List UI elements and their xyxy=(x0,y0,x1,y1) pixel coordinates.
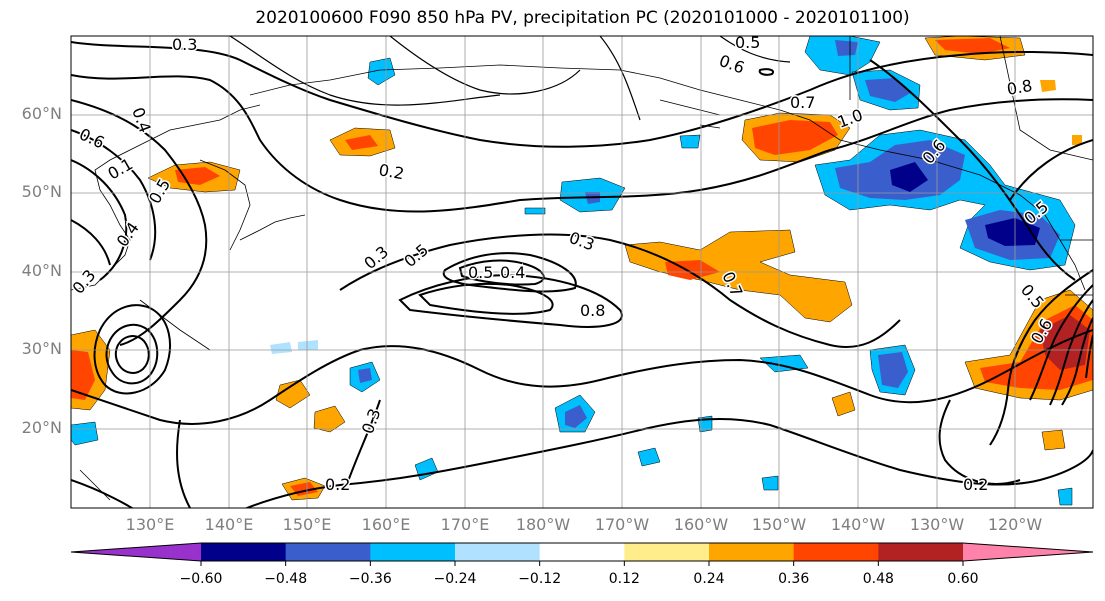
positive-anomaly-patch xyxy=(831,391,856,417)
lon-label: 170°W xyxy=(594,515,650,534)
negative-anomaly-patch xyxy=(358,368,372,383)
positive-anomaly-patch xyxy=(313,405,346,433)
negative-anomaly-patch xyxy=(1057,487,1073,506)
lon-label: 160°W xyxy=(673,515,729,534)
negative-anomaly-patch xyxy=(759,354,809,373)
contour-label: 1.0 xyxy=(835,105,865,132)
negative-anomaly-patch xyxy=(298,340,318,350)
positive-anomaly-patch xyxy=(275,379,311,409)
negative-anomaly-patch xyxy=(637,447,661,467)
lon-label: 180°W xyxy=(515,515,571,534)
colorbar-tick-label: 0.12 xyxy=(608,571,640,587)
contour-label: 0.6 xyxy=(717,51,747,78)
contour-label: 0.3 xyxy=(172,35,197,54)
contour-label: 0.4 xyxy=(500,263,525,282)
negative-anomaly-patch xyxy=(71,421,99,446)
lat-label: 30°N xyxy=(21,339,62,358)
precip-anomaly-fills xyxy=(71,36,1093,506)
colorbar-tick-label: 0.36 xyxy=(778,571,810,587)
colorbar-tick-label: 0.48 xyxy=(862,571,894,587)
lon-label: 150°E xyxy=(282,515,332,534)
negative-anomaly-patch xyxy=(524,207,546,215)
pv-contours xyxy=(71,41,1093,508)
contour-label: 0.8 xyxy=(1005,76,1033,99)
negative-anomaly-patch xyxy=(414,457,439,481)
contour-label: 0.8 xyxy=(580,301,605,320)
colorbar-tick-label: 0.24 xyxy=(693,571,725,587)
contour-label: 0.1 xyxy=(105,154,137,183)
coastlines xyxy=(71,36,1093,501)
negative-anomaly-patch xyxy=(761,475,779,491)
map-title: 2020100600 F090 850 hPa PV, precipitatio… xyxy=(255,8,910,28)
lon-label: 160°E xyxy=(361,515,411,534)
contour-label: 0.2 xyxy=(963,475,988,494)
lat-label: 60°N xyxy=(21,104,62,123)
positive-anomaly-patch xyxy=(1041,429,1066,451)
lat-label: 50°N xyxy=(21,182,62,201)
lon-label: 170°E xyxy=(440,515,490,534)
contour-label: 0.4 xyxy=(113,219,143,251)
lon-label: 140°W xyxy=(830,515,886,534)
contour-label: 0.5 xyxy=(468,263,493,282)
contour-label: 0.5 xyxy=(400,240,432,271)
contour-label: 0.4 xyxy=(128,105,155,135)
positive-anomaly-patch xyxy=(1040,80,1056,92)
colorbar-tick-label: −0.48 xyxy=(264,571,308,587)
contour-label: 0.2 xyxy=(325,475,350,494)
contour-label: 0.3 xyxy=(567,228,597,255)
lat-label: 40°N xyxy=(21,261,62,280)
lon-label: 150°W xyxy=(751,515,807,534)
negative-anomaly-patch xyxy=(890,162,928,192)
contour-label: 0.7 xyxy=(790,93,815,112)
map-panel: 0.30.40.60.10.50.40.30.3 0.50.20.5 0.40.30… xyxy=(69,33,1094,509)
contour-label: 0.3 xyxy=(360,242,392,273)
negative-anomaly-patch xyxy=(835,40,858,56)
lon-label: 130°W xyxy=(909,515,965,534)
colorbar-tick-label: 0.60 xyxy=(947,571,979,587)
contour-label: 0.3 xyxy=(358,406,385,436)
colorbar-tick-label: −0.36 xyxy=(348,571,392,587)
contour-label: 0.3 xyxy=(69,266,100,298)
map-frame xyxy=(70,35,1094,509)
positive-anomaly-patch xyxy=(935,38,1010,54)
negative-anomaly-patch xyxy=(367,57,396,86)
colorbar-tick-label: −0.12 xyxy=(518,571,562,587)
positive-anomaly-patch xyxy=(345,135,378,150)
colorbar-tick-label: −0.24 xyxy=(433,571,477,587)
lon-label: 130°E xyxy=(125,515,175,534)
contour-label: 0.2 xyxy=(377,160,405,183)
contour-label: 0.5 xyxy=(735,33,760,52)
positive-anomaly-patch xyxy=(1072,135,1082,145)
lon-label: 120°W xyxy=(987,515,1043,534)
negative-anomaly-patch xyxy=(565,405,587,428)
positive-anomaly-patch xyxy=(752,120,838,155)
pv-contours-thin xyxy=(229,36,791,121)
graticule xyxy=(71,36,1093,508)
colorbar-tick-label: −0.60 xyxy=(179,571,223,587)
negative-anomaly-patch xyxy=(270,342,292,354)
negative-anomaly-patch xyxy=(878,352,908,388)
contour-label: 0.6 xyxy=(76,124,107,152)
lon-label: 140°E xyxy=(204,515,254,534)
lat-label: 20°N xyxy=(21,418,62,437)
positive-anomaly-patch xyxy=(71,350,95,400)
negative-anomaly-patch xyxy=(679,134,701,149)
